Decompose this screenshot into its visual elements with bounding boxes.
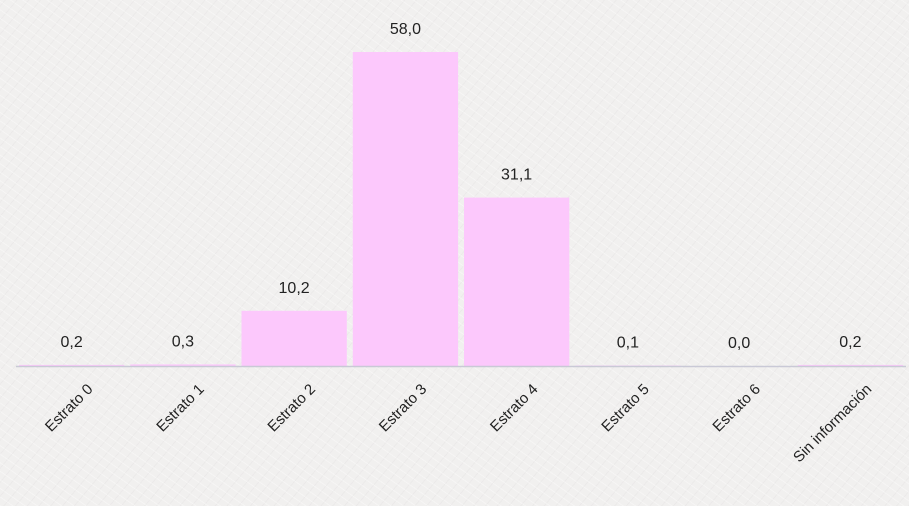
- x-tick-label-1: Estrato 0: [42, 381, 96, 435]
- data-label-4: 58,0: [390, 21, 421, 38]
- data-label-2: 0,3: [172, 333, 194, 350]
- x-tick-label-4: Estrato 3: [376, 381, 430, 435]
- x-tick-label-7: Estrato 6: [709, 381, 763, 435]
- bars-group: [19, 52, 904, 366]
- bar-4: [352, 52, 459, 366]
- x-tick-label-2: Estrato 1: [153, 381, 207, 435]
- bar-5: [464, 197, 570, 366]
- data-label-3: 10,2: [279, 280, 310, 297]
- x-tick-label-3: Estrato 2: [264, 381, 318, 435]
- data-label-5: 31,1: [501, 167, 532, 184]
- tick-labels-group: Estrato 0 Estrato 1 Estrato 2 Estrato 3 Estr…: [42, 381, 875, 466]
- x-tick-label-5: Estrato 4: [487, 381, 541, 435]
- bar-3: [241, 310, 347, 366]
- data-label-7: 0,0: [728, 335, 750, 352]
- bar-1: [19, 364, 125, 366]
- x-tick-label-8: Sin información: [790, 381, 875, 466]
- bar-2: [130, 364, 236, 366]
- data-label-1: 0,2: [60, 334, 82, 351]
- data-label-8: 0,2: [839, 334, 861, 351]
- data-labels-group: 0,2 0,3 10,2 58,0 31,1 0,1 0,0 0,2: [60, 21, 861, 352]
- bar-8: [797, 364, 904, 366]
- x-tick-label-6: Estrato 5: [598, 381, 652, 435]
- data-label-6: 0,1: [617, 335, 639, 352]
